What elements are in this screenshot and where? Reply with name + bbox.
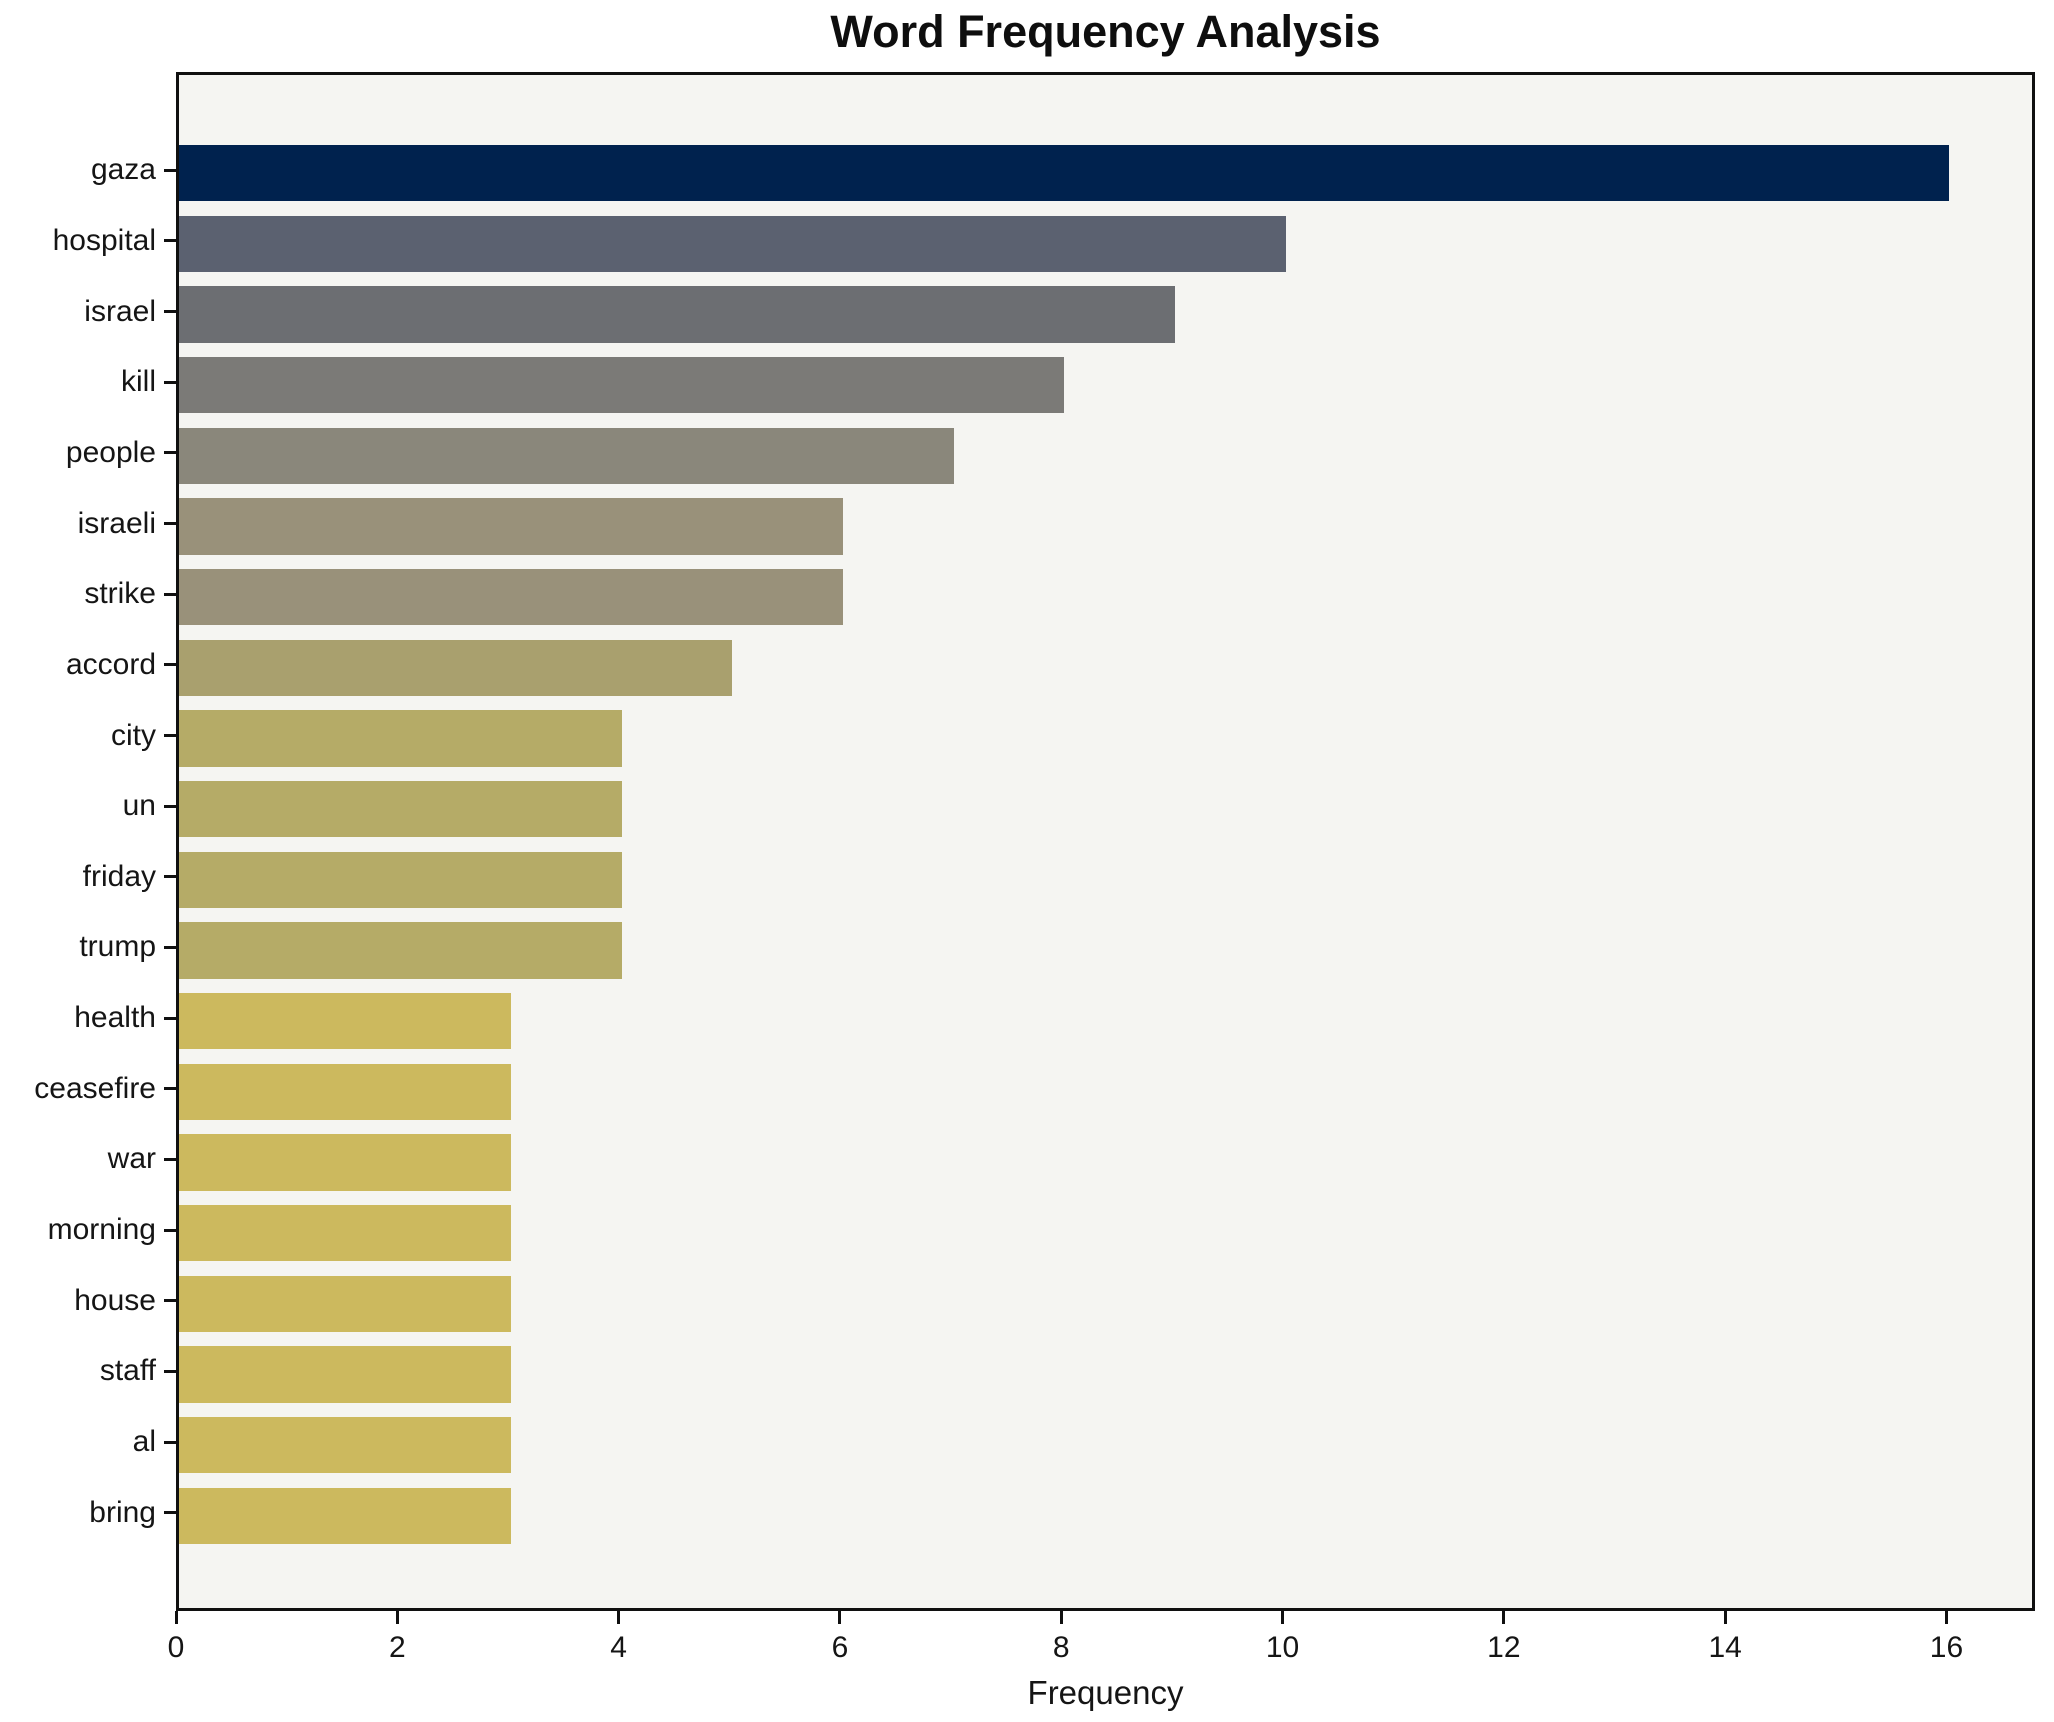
x-tick-label: 14 [1708, 1631, 1742, 1664]
y-tick-mark [164, 592, 176, 596]
bar-trump [179, 922, 622, 979]
y-tick-label: accord [65, 647, 156, 681]
bar-bring [179, 1487, 511, 1545]
bar-ceasefire [179, 1063, 511, 1121]
y-tick-mark [164, 804, 176, 808]
y-tick-mark [164, 1299, 176, 1303]
y-tick-mark [164, 380, 176, 384]
x-tick-label: 2 [388, 1631, 406, 1664]
bar-friday [179, 851, 622, 909]
x-tick-mark [617, 1611, 621, 1624]
y-tick-label: morning [47, 1213, 156, 1247]
y-tick-label: people [65, 435, 156, 469]
y-tick-mark [164, 734, 176, 737]
bar-strike [179, 568, 843, 626]
bar-kill [179, 356, 1065, 414]
y-tick-mark [164, 239, 176, 243]
y-tick-mark [164, 1440, 176, 1444]
x-tick-label: 0 [167, 1631, 185, 1664]
bar-health [179, 992, 511, 1050]
x-tick-label: 10 [1265, 1631, 1300, 1664]
y-tick-mark [164, 1369, 176, 1373]
y-tick-label: kill [121, 365, 156, 399]
y-tick-label: health [74, 1001, 156, 1035]
y-tick-label: city [111, 718, 156, 752]
bar-israeli [179, 498, 843, 555]
y-tick-label: war [107, 1142, 156, 1176]
x-tick-mark [395, 1611, 399, 1624]
x-tick-mark [1944, 1611, 1948, 1624]
y-tick-label: al [132, 1425, 156, 1459]
y-tick-mark [164, 310, 176, 314]
y-tick-label: un [122, 789, 156, 823]
y-tick-label: gaza [90, 153, 156, 187]
y-tick-mark [164, 945, 176, 949]
x-axis-title: Frequency [1027, 1674, 1184, 1711]
y-tick-mark [164, 875, 176, 879]
y-tick-label: house [74, 1283, 156, 1317]
x-tick-label: 8 [1052, 1631, 1070, 1664]
y-tick-mark [164, 451, 176, 455]
bar-gaza [179, 144, 1950, 202]
x-tick-mark [838, 1611, 842, 1624]
y-tick-label: ceasefire [34, 1071, 156, 1105]
y-tick-label: bring [89, 1495, 156, 1529]
x-tick-mark [1502, 1611, 1506, 1624]
x-tick-label: 4 [610, 1631, 627, 1664]
y-tick-mark [164, 1228, 176, 1232]
y-tick-mark [164, 663, 176, 667]
bar-un [179, 780, 622, 838]
bar-house [179, 1275, 511, 1333]
x-tick-mark [1723, 1611, 1727, 1624]
y-tick-label: hospital [52, 223, 156, 257]
y-tick-label: israeli [77, 506, 156, 540]
y-tick-label: staff [99, 1354, 156, 1388]
y-tick-label: trump [79, 930, 156, 964]
y-tick-label: strike [84, 577, 156, 611]
bar-city [179, 710, 622, 767]
x-tick-mark [174, 1611, 178, 1624]
y-tick-label: israel [84, 294, 156, 328]
bar-accord [179, 639, 733, 697]
x-tick-mark [1059, 1611, 1063, 1624]
y-tick-mark [164, 522, 176, 526]
x-tick-mark [1281, 1611, 1285, 1624]
bar-hospital [179, 215, 1286, 273]
x-tick-label: 6 [831, 1631, 849, 1664]
chart-title: Word Frequency Analysis [830, 6, 1381, 57]
bar-morning [179, 1204, 511, 1262]
x-tick-label: 12 [1487, 1631, 1521, 1664]
bar-staff [179, 1346, 511, 1403]
y-tick-mark [164, 1087, 176, 1091]
y-tick-mark [164, 1016, 176, 1020]
bar-al [179, 1416, 511, 1474]
y-tick-label: friday [82, 859, 156, 893]
bar-people [179, 427, 954, 485]
x-tick-label: 16 [1929, 1631, 1964, 1664]
y-tick-mark [164, 168, 176, 172]
y-tick-mark [164, 1511, 176, 1515]
bar-war [179, 1134, 511, 1191]
plot-area [176, 72, 2035, 1611]
y-tick-mark [164, 1157, 176, 1161]
bar-israel [179, 286, 1175, 343]
